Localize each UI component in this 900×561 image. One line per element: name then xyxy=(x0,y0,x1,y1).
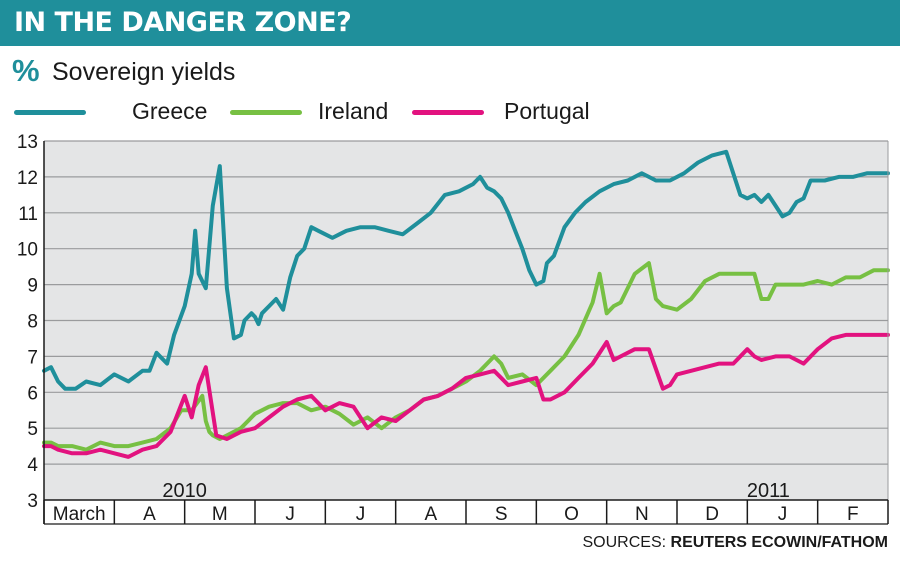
legend-label-portugal: Portugal xyxy=(504,98,590,124)
series-line-portugal xyxy=(42,332,890,459)
x-tick-label-month-7: O xyxy=(564,504,579,525)
percent-icon: % xyxy=(12,53,40,88)
year-label-2010: 2010 xyxy=(162,480,207,502)
legend-item-portugal: Portugal xyxy=(412,96,612,128)
x-tick-label-month-8: N xyxy=(635,504,649,525)
chart-title: IN THE DANGER ZONE? xyxy=(14,7,352,38)
legend-swatch-ireland xyxy=(230,110,302,115)
legend-swatch-greece xyxy=(14,110,86,115)
legend-label-ireland: Ireland xyxy=(318,98,389,124)
y-tick-label-4: 4 xyxy=(27,455,38,476)
x-tick-label-month-4: J xyxy=(356,504,366,525)
legend-label-greece: Greece xyxy=(132,98,208,124)
gridlines xyxy=(44,140,888,465)
y-tick-label-7: 7 xyxy=(27,347,38,368)
y-tick-label-13: 13 xyxy=(17,132,38,153)
x-tick-label-month-6: S xyxy=(495,504,508,525)
legend: Greece Ireland Portugal xyxy=(0,96,900,128)
x-tick-label-month-9: D xyxy=(705,504,719,525)
legend-item-greece: Greece xyxy=(14,96,214,128)
x-tick-label-month-10: J xyxy=(778,504,788,525)
axes: 3 4 5 6 7 8 9 10 11 12 13 March A M J J A S O N D J F 2010 2011 xyxy=(17,132,889,525)
y-tick-label-5: 5 xyxy=(27,419,38,440)
series-line-greece xyxy=(42,149,890,391)
y-tick-label-10: 10 xyxy=(17,240,38,261)
sources-names: REUTERS ECOWIN/FATHOM xyxy=(670,534,888,551)
y-tick-label-12: 12 xyxy=(17,168,38,189)
chart-subtitle: Sovereign yields xyxy=(52,58,236,86)
y-tick-label-8: 8 xyxy=(27,312,38,333)
x-tick-label-month-3: J xyxy=(285,504,295,525)
series-lines xyxy=(42,149,890,459)
legend-swatch-portugal xyxy=(412,110,484,115)
sources-prefix: SOURCES: xyxy=(582,534,667,551)
x-tick-label-month-11: F xyxy=(847,504,859,525)
title-banner: IN THE DANGER ZONE? xyxy=(0,0,900,46)
y-tick-label-6: 6 xyxy=(27,383,38,404)
x-tick-label-month-1: A xyxy=(143,504,156,525)
sources-note: SOURCES: REUTERS ECOWIN/FATHOM xyxy=(582,534,888,552)
y-tick-label-9: 9 xyxy=(27,276,38,297)
x-tick-label-month-0: March xyxy=(53,504,106,525)
x-tick-label-month-2: M xyxy=(212,504,228,525)
y-tick-label-11: 11 xyxy=(18,204,38,225)
legend-item-ireland: Ireland xyxy=(230,96,400,128)
x-tick-label-month-5: A xyxy=(424,504,437,525)
year-label-2011: 2011 xyxy=(747,480,790,502)
y-tick-label-3: 3 xyxy=(27,491,38,512)
